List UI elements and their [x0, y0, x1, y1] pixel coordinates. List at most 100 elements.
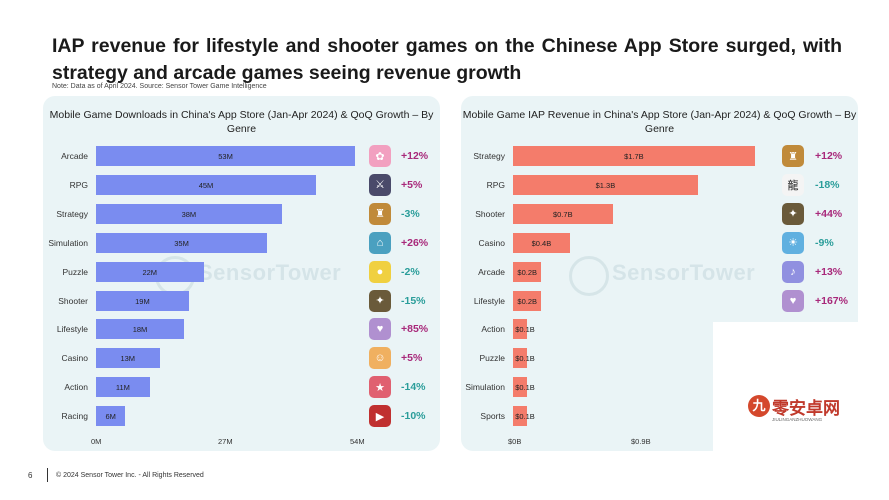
casino-mascot-icon: ☺	[369, 347, 391, 370]
growth-label: -18%	[815, 178, 840, 191]
category-label: Puzzle	[62, 266, 88, 277]
bar-value-label: $1.7B	[624, 152, 644, 161]
bar-rpg	[513, 174, 698, 195]
arcade-anime-icon: ♪	[782, 260, 804, 283]
casino-landscape-icon: ☀	[782, 231, 804, 254]
bar-action	[513, 319, 528, 340]
bar-value-label: 53M	[218, 152, 233, 161]
bar-lifestyle	[96, 319, 184, 340]
bar-value-label: 38M	[181, 209, 197, 219]
bar-racing	[96, 406, 126, 427]
bar-arcade	[96, 146, 356, 166]
racing-car-icon: ▶	[369, 405, 391, 428]
bar-value-label: $0.1B	[515, 354, 535, 364]
bar-value-label: 11M	[115, 383, 130, 393]
downloads-chart-title: Mobile Game Downloads in China's App Sto…	[49, 109, 434, 135]
category-label: Action	[481, 324, 505, 335]
category-label: Casino	[478, 237, 505, 248]
logo-text: 零安卓网	[772, 399, 840, 419]
watermark: SensorTower	[198, 260, 342, 285]
logo-subtext: JIULINGANZHUOWANG	[772, 417, 823, 422]
category-label: Action	[64, 382, 88, 393]
footer-divider	[47, 468, 48, 482]
category-label: Sports	[480, 411, 505, 422]
growth-label: -14%	[401, 381, 426, 394]
category-label: Shooter	[475, 208, 505, 219]
growth-label: +85%	[401, 323, 429, 336]
x-tick-label: 0M	[91, 437, 102, 446]
bar-value-label: $1.3B	[595, 180, 616, 190]
category-label: Simulation	[48, 237, 88, 248]
bar-value-label: $0.1B	[515, 383, 535, 393]
x-tick-label: 54M	[350, 437, 365, 446]
bar-shooter	[513, 203, 613, 224]
category-label: Racing	[61, 411, 88, 422]
category-label: Strategy	[473, 151, 505, 161]
bar-puzzle	[96, 261, 204, 282]
bar-simulation	[96, 232, 268, 253]
category-label: Arcade	[478, 266, 505, 277]
category-label: Arcade	[61, 151, 88, 161]
source-note: Note: Data as of April 2024. Source: Sen…	[52, 83, 267, 90]
growth-label: -15%	[401, 294, 426, 307]
x-tick-label: $0.9B	[631, 437, 651, 446]
bar-value-label: 6M	[105, 412, 116, 422]
bar-value-label: 35M	[174, 238, 189, 248]
bar-shooter	[96, 290, 189, 311]
action-arena-icon: ★	[369, 376, 391, 399]
category-label: Casino	[61, 353, 88, 364]
growth-label: +5%	[401, 178, 423, 191]
growth-label: -3%	[401, 207, 420, 220]
category-label: Puzzle	[479, 353, 505, 364]
growth-label: +167%	[815, 294, 848, 307]
growth-label: -2%	[401, 265, 420, 278]
bar-value-label: 22M	[142, 267, 158, 277]
page-number: 6	[28, 471, 33, 480]
strategy-warrior-icon: ♜	[782, 145, 804, 167]
bar-strategy	[96, 203, 282, 224]
x-tick-label: 27M	[218, 437, 233, 446]
growth-label: -10%	[401, 410, 426, 423]
bar-lifestyle	[513, 290, 542, 311]
bar-rpg	[96, 174, 316, 195]
bar-casino	[96, 348, 160, 369]
lifestyle-anime-icon: ♥	[782, 289, 804, 312]
growth-label: +44%	[815, 207, 843, 220]
bar-casino	[513, 232, 570, 253]
copyright: © 2024 Sensor Tower Inc. - All Rights Re…	[56, 472, 204, 479]
growth-label: +12%	[401, 150, 429, 162]
category-label: Lifestyle	[56, 324, 88, 335]
rpg-warrior-icon: ⚔	[369, 173, 391, 196]
bar-strategy	[513, 146, 755, 166]
bar-value-label: $0.1B	[515, 325, 535, 335]
bar-value-label: $0.4B	[531, 238, 552, 248]
puzzle-bird-icon: ●	[369, 260, 391, 283]
simulation-village-icon: ⌂	[369, 231, 391, 254]
rpg-calligraphy-icon: 龍	[782, 173, 804, 196]
overlay-cover	[713, 322, 889, 452]
page-title: IAP revenue for lifestyle and shooter ga…	[52, 35, 842, 84]
bar-value-label: 13M	[120, 354, 136, 364]
watermark-logo-icon	[569, 256, 609, 296]
growth-label: +26%	[401, 236, 429, 249]
category-label: RPG	[69, 179, 88, 190]
bar-value-label: 45M	[198, 180, 214, 190]
bar-value-label: $0.2B	[517, 267, 538, 277]
x-tick-label: $0B	[508, 437, 522, 446]
growth-label: +12%	[815, 150, 843, 162]
revenue-chart-title: Mobile Game IAP Revenue in China's App S…	[462, 109, 857, 135]
strategy-warrior-icon: ♜	[369, 202, 391, 225]
bar-value-label: $0.1B	[515, 412, 535, 422]
bar-action	[96, 377, 150, 398]
shooter-soldier-icon: ✦	[369, 289, 391, 312]
category-label: Shooter	[58, 295, 88, 306]
growth-label: -9%	[815, 236, 834, 249]
growth-label: +13%	[815, 265, 843, 278]
bar-value-label: $0.2B	[517, 296, 538, 306]
bar-arcade	[513, 261, 542, 282]
category-label: RPG	[486, 179, 505, 190]
bar-puzzle	[513, 348, 528, 369]
logo-mark-icon: 九	[748, 395, 770, 417]
bar-value-label: $0.7B	[552, 209, 573, 219]
bar-sports	[513, 406, 528, 427]
